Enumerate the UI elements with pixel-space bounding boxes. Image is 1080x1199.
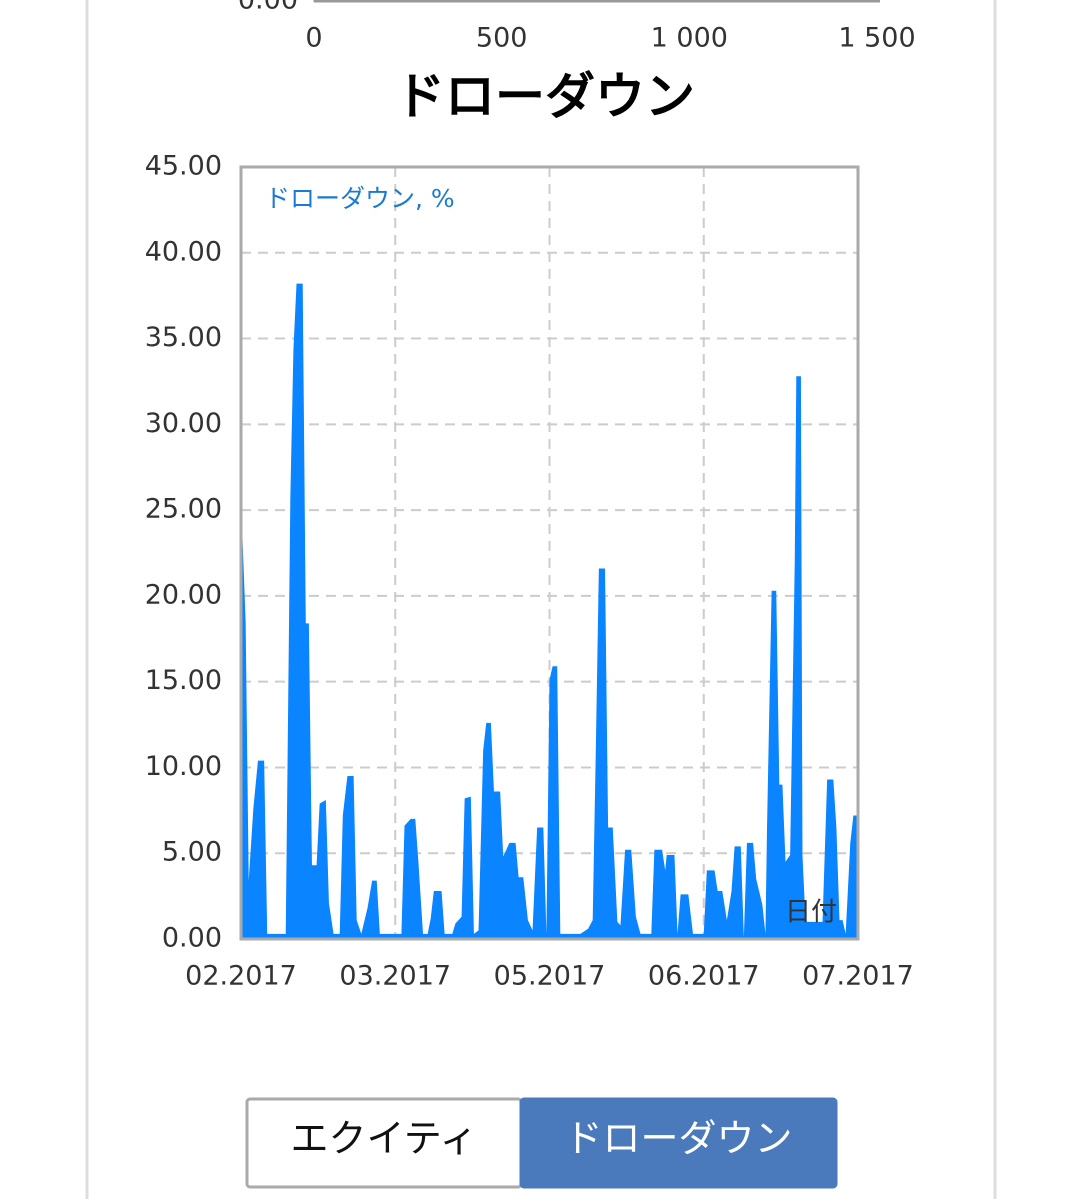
drawdown-area (241, 283, 858, 939)
x-tick-label: 02.2017 (185, 961, 297, 992)
y-tick-label: 10.00 (145, 751, 222, 782)
button-label: エクイティ (291, 1117, 478, 1161)
x-tick-label: 06.2017 (648, 961, 760, 992)
y-tick-label: 25.00 (145, 494, 222, 525)
x-tick-label: 07.2017 (802, 961, 914, 992)
x-tick-label: 0 (305, 23, 322, 54)
y-tick-label: 0.00 (162, 923, 222, 954)
button-label: ドローダウン (564, 1117, 792, 1161)
x-tick-label: 03.2017 (339, 961, 451, 992)
y-tick-label: 40.00 (145, 236, 222, 267)
x-tick-label: 500 (476, 23, 528, 54)
chart-title: ドローダウン (395, 68, 695, 126)
legend-label: ドローダウン, % (265, 184, 455, 213)
y-tick-label: 20.00 (145, 579, 222, 610)
button-bg (519, 1097, 838, 1189)
toggle-button[interactable]: ドローダウン (519, 1097, 838, 1189)
toggle-button[interactable]: エクイティ (245, 1097, 523, 1189)
y-tick-label: 30.00 (145, 408, 222, 439)
y-tick-label: 5.00 (162, 837, 222, 868)
y-tick-label: 45.00 (145, 151, 222, 182)
x-tick-label: 1 000 (651, 23, 728, 54)
x-tick-label: 05.2017 (494, 961, 606, 992)
y-tick-label: 35.00 (145, 322, 222, 353)
y-tick-label: 15.00 (145, 665, 222, 696)
plot-border (239, 165, 860, 941)
y-tick-label: 0.00 (238, 0, 298, 16)
x-tick-label: 1 500 (838, 23, 915, 54)
x-axis-label: 日付 (785, 898, 837, 928)
